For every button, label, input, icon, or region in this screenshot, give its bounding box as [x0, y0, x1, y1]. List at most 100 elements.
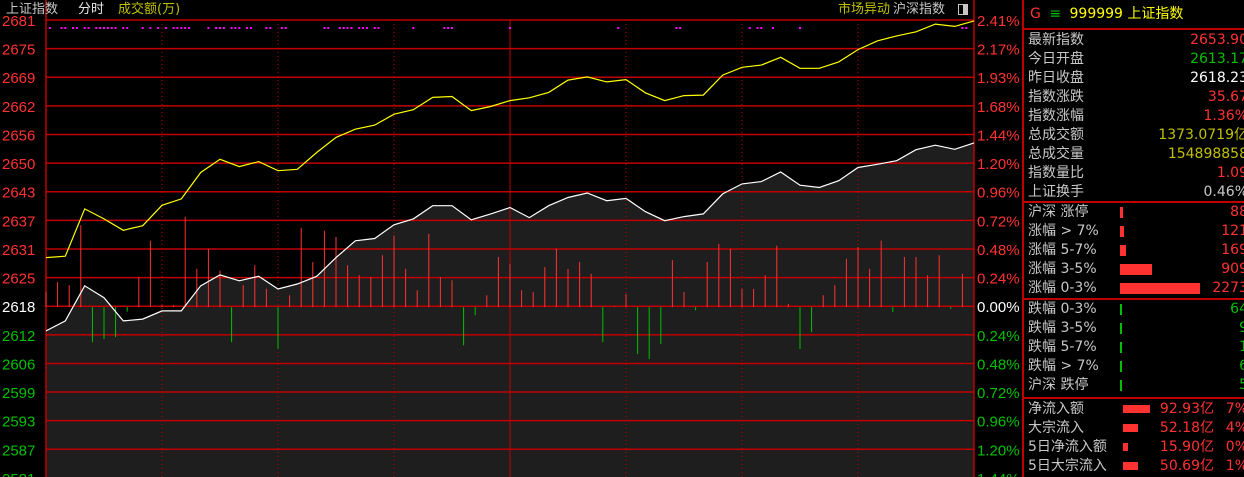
event-marker[interactable]: [617, 27, 620, 29]
breadth-label: 涨幅 0-3%: [1028, 280, 1097, 296]
event-marker[interactable]: [679, 27, 682, 29]
y-tick-label-right: 0.96%: [977, 185, 1020, 202]
event-marker[interactable]: [246, 27, 249, 29]
event-marker[interactable]: [176, 27, 179, 29]
event-marker[interactable]: [451, 27, 453, 29]
event-marker[interactable]: [122, 27, 125, 29]
event-marker[interactable]: [222, 27, 225, 29]
event-marker[interactable]: [269, 27, 272, 29]
event-marker[interactable]: [447, 27, 450, 29]
y-tick-label-right: 2.17%: [977, 42, 1020, 59]
y-tick-label-right: 1.20%: [977, 442, 1020, 459]
event-marker[interactable]: [771, 27, 774, 29]
event-marker[interactable]: [48, 27, 51, 29]
y-tick-label-left: 2625: [2, 271, 35, 288]
event-marker[interactable]: [103, 27, 105, 29]
event-marker[interactable]: [284, 27, 287, 29]
event-marker[interactable]: [238, 27, 241, 29]
event-marker[interactable]: [126, 27, 129, 29]
stat-label: 指数量比: [1028, 165, 1084, 181]
breadth-row: 沪深 涨停 88: [1024, 203, 1244, 222]
breadth-value: 169: [1221, 242, 1244, 258]
breadth-value: 1: [1239, 338, 1244, 357]
event-marker[interactable]: [412, 27, 415, 29]
stat-row: 昨日收盘 2618.23: [1024, 69, 1244, 88]
event-marker[interactable]: [756, 27, 759, 29]
event-marker[interactable]: [327, 27, 330, 29]
event-marker[interactable]: [323, 27, 326, 29]
event-marker[interactable]: [799, 27, 801, 29]
divider: [1024, 201, 1244, 203]
breadth-bar: [1120, 342, 1122, 353]
breadth-bar: [1120, 283, 1200, 294]
flow-percent: 7%: [1225, 401, 1244, 417]
market-movement-label[interactable]: 市场异动: [838, 2, 891, 17]
flow-bar: [1123, 405, 1150, 413]
event-marker[interactable]: [64, 27, 67, 29]
flow-percent: 4%: [1225, 420, 1244, 436]
event-marker[interactable]: [114, 27, 117, 29]
event-marker[interactable]: [748, 27, 751, 29]
event-marker[interactable]: [230, 27, 233, 29]
breadth-value: 88: [1230, 204, 1244, 220]
breadth-label: 涨幅 5-7%: [1028, 242, 1097, 258]
event-marker[interactable]: [188, 27, 191, 29]
indicator-label[interactable]: 成交额(万): [118, 2, 181, 17]
y-tick-label-right: 0.48%: [977, 242, 1020, 259]
event-marker[interactable]: [83, 27, 86, 29]
event-marker[interactable]: [760, 27, 763, 29]
event-marker[interactable]: [961, 27, 964, 29]
y-tick-label-right: 0.48%: [977, 356, 1020, 373]
event-marker[interactable]: [172, 27, 175, 29]
event-marker[interactable]: [675, 27, 678, 29]
mode-tab-intraday[interactable]: 分时: [78, 2, 105, 17]
event-marker[interactable]: [373, 27, 376, 29]
event-marker[interactable]: [265, 27, 268, 29]
event-marker[interactable]: [164, 27, 167, 29]
event-marker[interactable]: [157, 27, 160, 29]
event-marker[interactable]: [377, 27, 380, 29]
event-marker[interactable]: [180, 27, 183, 29]
event-marker[interactable]: [60, 27, 63, 29]
stat-row: 总成交额 1373.0719亿: [1024, 126, 1244, 145]
list-icon[interactable]: ≡: [1049, 6, 1062, 22]
event-marker[interactable]: [509, 27, 511, 29]
event-marker[interactable]: [87, 27, 90, 29]
stat-row: 今日开盘 2613.17: [1024, 50, 1244, 69]
event-marker[interactable]: [443, 27, 446, 29]
event-marker[interactable]: [99, 27, 102, 29]
event-marker[interactable]: [346, 27, 349, 29]
event-marker[interactable]: [249, 27, 252, 29]
stat-value: 154898858: [1167, 146, 1244, 162]
event-marker[interactable]: [280, 27, 283, 29]
event-marker[interactable]: [338, 27, 341, 29]
event-marker[interactable]: [95, 27, 98, 29]
event-marker[interactable]: [72, 27, 75, 29]
event-marker[interactable]: [965, 27, 968, 29]
event-marker[interactable]: [358, 27, 361, 29]
event-marker[interactable]: [219, 27, 221, 29]
market-index-label[interactable]: 沪深指数: [893, 2, 946, 17]
event-marker[interactable]: [207, 27, 210, 29]
event-marker[interactable]: [106, 27, 109, 29]
y-tick-label-right: 2.41%: [977, 13, 1020, 30]
event-marker[interactable]: [149, 27, 152, 29]
breadth-row: 涨幅 > 7% 121: [1024, 222, 1244, 241]
square-toggle-icon[interactable]: [958, 4, 968, 15]
event-marker[interactable]: [141, 27, 144, 29]
stat-label: 昨日收盘: [1028, 70, 1084, 86]
event-marker[interactable]: [110, 27, 113, 29]
event-marker[interactable]: [75, 27, 78, 29]
event-marker[interactable]: [350, 27, 353, 29]
breadth-value: 909: [1221, 261, 1244, 277]
event-marker[interactable]: [342, 27, 345, 29]
flow-amount: 15.90亿: [1159, 439, 1214, 455]
intraday-chart[interactable]: 2681 2.41% 2675 2.17% 2669 1.93% 2662 1.68% 2656…: [0, 0, 1022, 477]
event-marker[interactable]: [215, 27, 218, 29]
flow-amount: 92.93亿: [1159, 401, 1214, 417]
event-marker[interactable]: [362, 27, 365, 29]
stat-value: 1.09: [1216, 165, 1244, 181]
event-marker[interactable]: [184, 27, 187, 29]
event-marker[interactable]: [365, 27, 368, 29]
event-marker[interactable]: [234, 27, 237, 29]
